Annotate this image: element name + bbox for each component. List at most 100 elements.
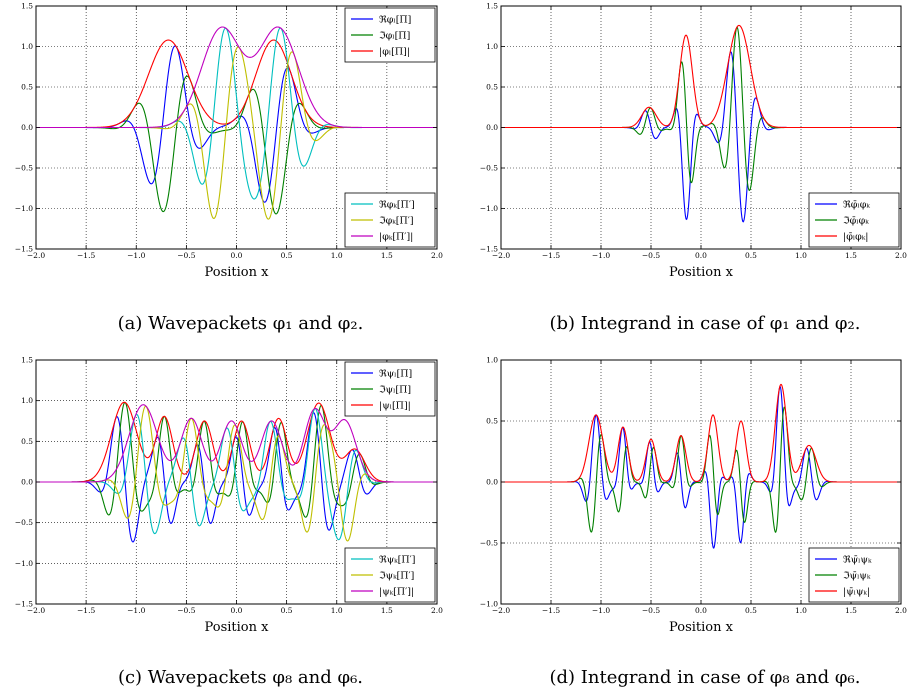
legend-entry: |ψₖ[Π′]|	[379, 587, 414, 598]
legend-entry: ℜφₗ[Π]	[379, 15, 411, 26]
x-tick-label: −1.0	[127, 251, 145, 260]
y-tick-label: −0.5	[15, 164, 33, 173]
y-tick-label: −1.5	[480, 245, 498, 254]
legend-entry: |ψₗ[Π]|	[379, 401, 411, 412]
series-line-c-1	[36, 401, 437, 518]
x-tick-label: 0.5	[281, 251, 293, 260]
y-tick-label: −0.5	[15, 518, 33, 527]
x-tick-label: −1.5	[542, 606, 560, 615]
x-tick-label: −0.5	[642, 251, 660, 260]
x-tick-label: −2.0	[492, 251, 510, 260]
x-axis-label: Position x	[205, 620, 270, 635]
y-tick-label: −1.5	[15, 245, 33, 254]
x-tick-label: 1.0	[331, 606, 343, 615]
x-tick-label: −0.5	[177, 606, 195, 615]
legend-entry: ℜψ̄ₗψₖ	[843, 555, 872, 566]
y-tick-label: 1.5	[21, 356, 33, 365]
legend-bottom-right: ℜφ̄ₗφₖ ℑφ̄ₗφₖ |φ̄ₗφₖ|	[808, 192, 900, 248]
x-tick-label: 2.0	[895, 251, 907, 260]
x-axis-label: Position x	[669, 620, 734, 635]
panel-d: −2.0 −1.5 −1.0 −0.5 0.0 0.5 1.0 1.5 2.0 −1.0 −0.5 0…	[480, 356, 907, 689]
x-tick-label: −2.0	[27, 606, 45, 615]
legend-top-right: ℜψₗ[Π] ℑψₗ[Π] |ψₗ[Π]|	[344, 361, 436, 417]
panel-caption: (d) Integrand in case of φ₈ and φ₆.	[550, 667, 861, 688]
legend-bottom-right: ℜψₖ[Π′] ℑψₖ[Π′] |ψₖ[Π′]|	[344, 547, 436, 603]
legend-entry: |ψ̄ₗψₖ|	[843, 587, 870, 598]
y-tick-label: 1.0	[486, 42, 498, 51]
y-tick-label: 0.0	[21, 123, 33, 132]
y-tick-label: 1.0	[486, 356, 498, 365]
x-tick-label: −1.5	[77, 606, 95, 615]
y-tick-label: 0.5	[486, 83, 498, 92]
panel-caption: (c) Wavepackets φ₈ and φ₆.	[118, 667, 363, 688]
x-tick-label: 1.5	[381, 606, 393, 615]
x-tick-label: −0.5	[642, 606, 660, 615]
legend-entry: ℜφ̄ₗφₖ	[843, 200, 870, 211]
panel-caption: (a) Wavepackets φ₁ and φ₂.	[118, 313, 364, 334]
x-tick-label: 1.5	[845, 251, 857, 260]
legend-entry: ℜψₗ[Π]	[379, 369, 412, 380]
x-tick-label: 0.0	[695, 251, 707, 260]
y-tick-label: 0.5	[486, 417, 498, 426]
x-tick-label: 1.5	[381, 251, 393, 260]
x-tick-label: 1.0	[331, 251, 343, 260]
x-axis-label: Position x	[205, 265, 270, 280]
series-line-c-2	[36, 401, 437, 483]
series-line-d-2	[501, 383, 901, 483]
x-tick-label: −1.0	[592, 606, 610, 615]
legend-bottom-right: ℜφₖ[Π′] ℑφₖ[Π′] |φₖ[Π′]|	[344, 192, 436, 248]
y-tick-label: 0.0	[486, 478, 498, 487]
legend-bottom-right: ℜψ̄ₗψₖ ℑψ̄ₗψₖ |ψ̄ₗψₖ|	[808, 547, 900, 603]
x-tick-label: −1.5	[542, 251, 560, 260]
series-line-d-0	[501, 385, 901, 549]
x-tick-label: 1.0	[795, 251, 807, 260]
x-tick-label: 0.0	[231, 251, 243, 260]
legend-entry: ℑψ̄ₗψₖ	[843, 571, 871, 582]
panel-caption: (b) Integrand in case of φ₁ and φ₂.	[550, 313, 861, 334]
x-tick-label: 0.0	[231, 606, 243, 615]
x-tick-label: 0.5	[281, 606, 293, 615]
series-line-c-5	[36, 404, 437, 483]
y-tick-label: −1.0	[15, 559, 33, 568]
series-line-b-2	[501, 24, 901, 129]
x-tick-label: −1.5	[77, 251, 95, 260]
legend-entry: ℑφₖ[Π′]	[379, 216, 414, 227]
y-tick-label: 0.0	[486, 123, 498, 132]
x-tick-label: 2.0	[431, 251, 443, 260]
x-tick-label: 1.0	[795, 606, 807, 615]
x-tick-label: 0.5	[745, 251, 757, 260]
legend-box	[344, 7, 436, 63]
y-tick-label: −1.5	[15, 600, 33, 609]
y-tick-label: −0.5	[480, 539, 498, 548]
legend-top-right: ℜφₗ[Π] ℑφₗ[Π] |φₗ[Π]|	[344, 7, 436, 63]
y-tick-label: 1.5	[486, 2, 498, 11]
x-tick-label: −2.0	[27, 251, 45, 260]
panel-b: −2.0 −1.5 −1.0 −0.5 0.0 0.5 1.0 1.5 2.0−1.5−1.0−…	[480, 2, 907, 335]
y-tick-label: 0.5	[21, 83, 33, 92]
y-tick-label: 1.5	[21, 2, 33, 11]
y-tick-label: 0.5	[21, 437, 33, 446]
legend-entry: ℑψₖ[Π′]	[379, 571, 414, 582]
y-tick-label: −1.0	[480, 204, 498, 213]
x-tick-label: 2.0	[431, 606, 443, 615]
x-tick-label: −2.0	[492, 606, 510, 615]
x-tick-label: 2.0	[895, 606, 907, 615]
panel-a: −2.0 −1.5 −1.0 −0.5 0.0 0.5 1.0 1.5 2.0−1.5−1.0−…	[15, 2, 443, 335]
y-tick-label: −0.5	[480, 164, 498, 173]
y-tick-label: 1.0	[21, 42, 33, 51]
series-line-c-3	[36, 407, 437, 541]
x-tick-label: −0.5	[177, 251, 195, 260]
legend-entry: ℑψₗ[Π]	[379, 385, 411, 396]
y-tick-label: 1.0	[21, 396, 33, 405]
y-tick-label: 0.0	[21, 478, 33, 487]
x-axis-label: Position x	[669, 265, 734, 280]
x-tick-label: 0.0	[695, 606, 707, 615]
legend-entry: |φₗ[Π]|	[379, 47, 410, 58]
series-line-a-5	[36, 26, 437, 129]
legend-entry: |φₖ[Π′]|	[379, 232, 413, 243]
series-line-c-0	[36, 412, 437, 543]
panel-c: −2.0 −1.5 −1.0 −0.5 0.0 0.5 1.0 1.5 2.0−1.5−1.0−…	[15, 356, 443, 689]
legend-entry: ℜφₖ[Π′]	[379, 200, 415, 211]
x-tick-label: −1.0	[592, 251, 610, 260]
